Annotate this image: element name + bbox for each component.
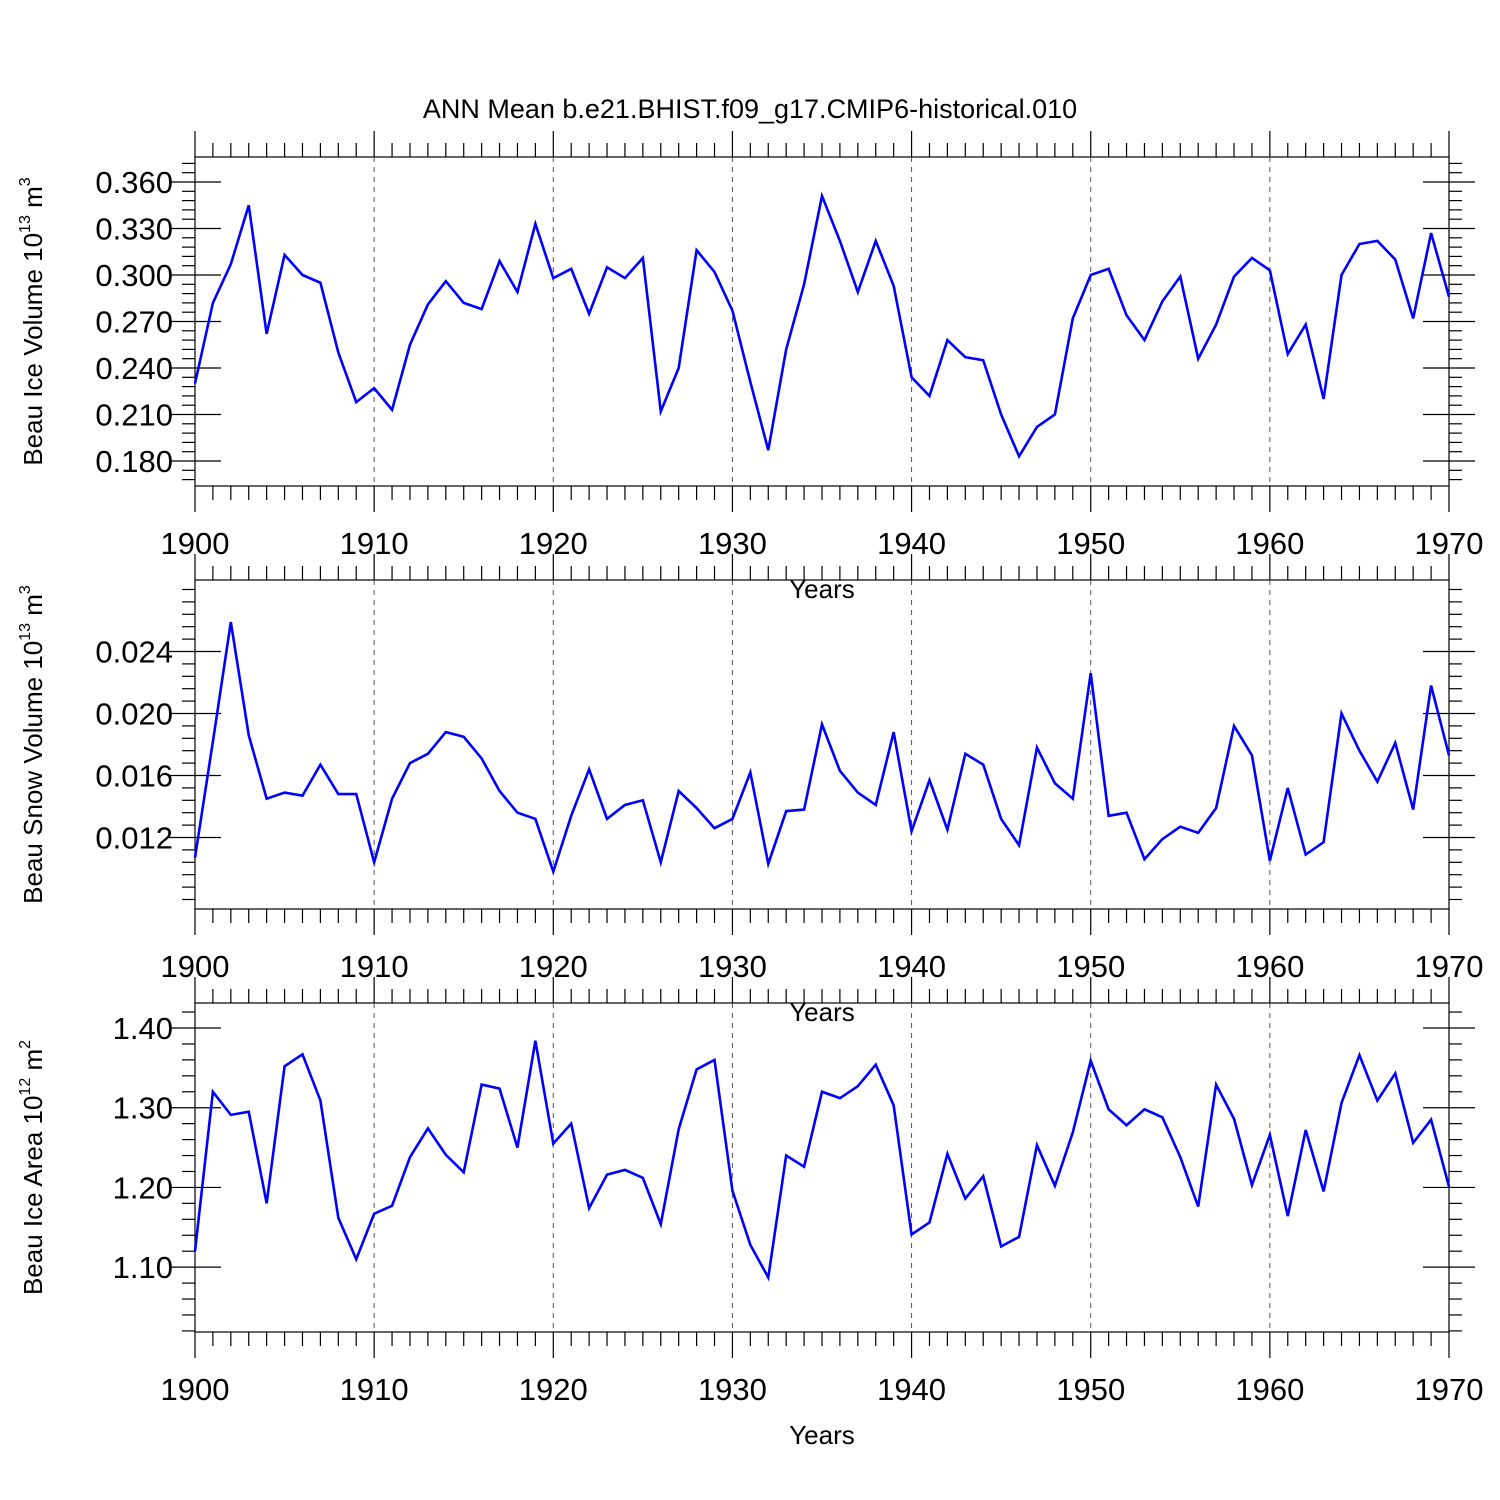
y-tick-label: 1.20 (113, 1170, 173, 1205)
chart-panel-3: 1.10 1.20 1.30 1.40 1900 1910 1920 1930 1940 1950… (17, 977, 1483, 1450)
y-tick-label: 0.020 (95, 697, 173, 732)
series-line (193, 1040, 1451, 1282)
y-tick-label: 0.012 (95, 821, 173, 856)
y-tick-label: 0.360 (95, 165, 173, 200)
y-axis-title-main: Beau Ice Volume 10 (18, 233, 48, 466)
plot-frame (194, 1002, 1450, 1333)
y-axis-title-unit-exponent: 3 (17, 585, 34, 594)
y-axis-title-main: Beau Snow Volume 10 (18, 641, 48, 904)
y-tick-label: 0.270 (95, 305, 173, 340)
y-tick-label: 0.300 (95, 258, 173, 293)
series-line (193, 621, 1451, 876)
series-line (193, 191, 1451, 460)
y-axis-title-unit: m (18, 594, 48, 623)
y-axis-title-unit: m (18, 1049, 48, 1078)
x-tick-label: 1900 (161, 1372, 230, 1407)
x-axis-title: Years (789, 1420, 855, 1450)
y-axis-title: Beau Ice Area 1012 m2 (17, 1040, 48, 1295)
x-tick-label: 1960 (1235, 1372, 1304, 1407)
y-axis-title-unit: m (18, 186, 48, 215)
x-tick-label: 1930 (698, 1372, 767, 1407)
y-tick-label: 1.10 (113, 1250, 173, 1285)
y-tick-label: 0.016 (95, 759, 173, 794)
y-axis-title-exponent: 13 (17, 215, 34, 233)
y-axis-title-main: Beau Ice Area 10 (18, 1096, 48, 1295)
y-tick-label: 0.024 (95, 635, 173, 670)
y-tick-label: 0.240 (95, 351, 173, 386)
y-axis-title-exponent: 13 (17, 623, 34, 641)
figure-title: ANN Mean b.e21.BHIST.f09_g17.CMIP6-histo… (423, 94, 1077, 124)
y-axis-title-unit-exponent: 2 (17, 1040, 34, 1049)
y-axis-title: Beau Snow Volume 1013 m3 (17, 585, 48, 904)
y-axis-title-exponent: 12 (17, 1078, 34, 1096)
plot-frame (194, 156, 1450, 487)
x-tick-label: 1940 (877, 1372, 946, 1407)
y-tick-label: 0.210 (95, 398, 173, 433)
y-tick-label: 0.180 (95, 444, 173, 479)
x-tick-label: 1970 (1415, 1372, 1484, 1407)
x-tick-label: 1910 (340, 1372, 409, 1407)
x-tick-label: 1920 (519, 1372, 588, 1407)
y-tick-label: 1.30 (113, 1091, 173, 1126)
x-tick-label: 1950 (1056, 1372, 1125, 1407)
y-axis-title: Beau Ice Volume 1013 m3 (17, 177, 48, 465)
plot-frame (194, 579, 1450, 910)
y-tick-label: 1.40 (113, 1011, 173, 1046)
y-tick-label: 0.330 (95, 212, 173, 247)
y-axis-title-unit-exponent: 3 (17, 177, 34, 186)
